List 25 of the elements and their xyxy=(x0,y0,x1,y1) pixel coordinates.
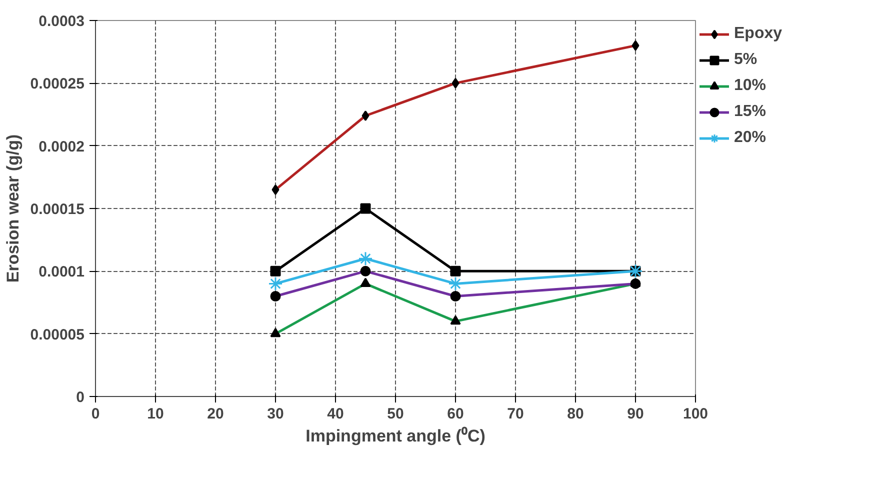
y-tick-label: 0.0002 xyxy=(38,138,85,156)
x-tick-label: 100 xyxy=(682,406,708,422)
legend-label: Epoxy xyxy=(734,25,782,43)
legend-label: 10% xyxy=(734,77,766,95)
y-tick-label: 0.0001 xyxy=(38,264,85,281)
x-tick-label: 90 xyxy=(627,406,644,422)
y-tick-label: 0.00005 xyxy=(30,326,85,344)
x-tick-label: 10 xyxy=(147,406,164,422)
x-axis-title: Impingment angle (⁰C) xyxy=(306,426,486,446)
x-tick-label: 70 xyxy=(507,406,524,422)
x-tick-label: 0 xyxy=(91,406,100,422)
legend-label: 20% xyxy=(734,129,766,147)
legend-label: 15% xyxy=(734,103,766,121)
legend-label: 5% xyxy=(734,51,758,69)
y-tick-label: 0.0003 xyxy=(38,13,85,30)
y-tick-label: 0.00025 xyxy=(30,76,85,93)
x-tick-label: 50 xyxy=(387,406,404,422)
x-tick-label: 60 xyxy=(447,406,464,422)
y-tick-label: 0 xyxy=(76,389,84,406)
y-axis-title: Erosion wear (g/g) xyxy=(3,134,22,283)
y-tick-label: 0.00015 xyxy=(30,201,85,218)
x-tick-label: 30 xyxy=(267,406,284,422)
x-tick-label: 80 xyxy=(567,406,584,422)
x-tick-label: 40 xyxy=(327,406,344,422)
x-tick-label: 20 xyxy=(207,406,224,422)
